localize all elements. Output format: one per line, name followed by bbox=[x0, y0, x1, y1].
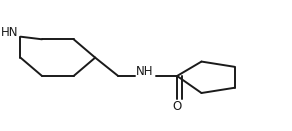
Text: NH: NH bbox=[136, 65, 153, 78]
Text: HN: HN bbox=[1, 26, 19, 39]
Text: O: O bbox=[173, 100, 182, 113]
